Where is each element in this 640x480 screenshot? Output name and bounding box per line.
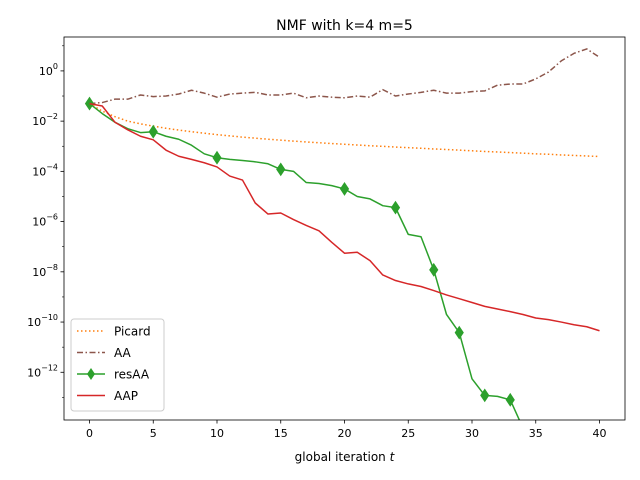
data-point-resaa <box>429 262 439 277</box>
x-axis-label: global iteration t <box>295 450 396 464</box>
y-tick-label-base: 10 <box>32 165 46 178</box>
y-tick-label-exponent: −10 <box>41 313 58 322</box>
x-tick-label: 30 <box>465 427 479 440</box>
x-tick-label: 5 <box>150 427 157 440</box>
series-line-aa <box>89 48 600 105</box>
legend-marker-resaa <box>87 368 95 380</box>
y-tick-label-exponent: −8 <box>46 263 58 272</box>
data-point-resaa <box>480 388 490 403</box>
legend-label-aa: AA <box>114 346 132 360</box>
y-tick-label: 10−10 <box>27 313 58 329</box>
x-axis-label-text: global iteration <box>295 450 386 464</box>
data-point-resaa <box>148 124 158 139</box>
y-tick-label-base: 10 <box>32 266 46 279</box>
y-tick-label-exponent: −2 <box>46 112 58 121</box>
x-tick-label: 20 <box>338 427 352 440</box>
y-tick-label-base: 10 <box>39 65 53 78</box>
legend: Picard AA resAA AAP <box>70 318 165 412</box>
legend-label-resaa: resAA <box>114 368 150 382</box>
y-tick-label-exponent: −4 <box>46 162 58 171</box>
axes: 0 5 10 15 20 25 30 35 4010010−210−410−610−810−10… <box>27 36 626 440</box>
x-tick-label: 10 <box>210 427 224 440</box>
y-tick-label-base: 10 <box>32 216 46 229</box>
x-tick-label: 40 <box>593 427 607 440</box>
y-tick-label-base: 10 <box>27 316 41 329</box>
y-tick-label-base: 10 <box>32 115 46 128</box>
y-tick-label: 10−2 <box>32 112 58 128</box>
series-lines <box>84 48 600 420</box>
chart-title: NMF with k=4 m=5 <box>276 18 413 34</box>
legend-label-picard: Picard <box>114 325 151 339</box>
legend-label-aap: AAP <box>114 389 138 403</box>
y-tick-label: 10−4 <box>32 162 58 178</box>
series-line-aap <box>89 102 600 332</box>
x-tick-label: 15 <box>274 427 288 440</box>
series-line-picard <box>89 102 600 158</box>
data-point-resaa <box>505 392 515 407</box>
y-tick-label-exponent: 0 <box>53 62 58 71</box>
data-point-resaa <box>212 150 222 165</box>
x-tick-label: 35 <box>529 427 543 440</box>
legend-box <box>70 318 165 412</box>
plot-area <box>84 48 600 420</box>
y-tick-label-base: 10 <box>27 366 41 379</box>
y-tick-label-exponent: −6 <box>46 213 58 222</box>
data-point-resaa <box>339 182 350 196</box>
series-line-resaa <box>89 102 521 420</box>
y-tick-label: 10−8 <box>32 263 58 279</box>
x-tick-label: 0 <box>86 427 93 440</box>
y-tick-label: 10−12 <box>27 363 58 379</box>
x-tick-label: 25 <box>401 427 415 440</box>
data-point-resaa <box>454 325 464 340</box>
data-point-resaa <box>390 200 401 215</box>
y-tick-label-exponent: −12 <box>41 363 58 372</box>
data-point-resaa <box>276 162 286 177</box>
y-tick-label: 100 <box>39 62 58 78</box>
data-point-resaa <box>84 96 95 111</box>
y-tick-label: 10−6 <box>32 213 58 229</box>
x-axis-label-variable: t <box>390 450 396 464</box>
